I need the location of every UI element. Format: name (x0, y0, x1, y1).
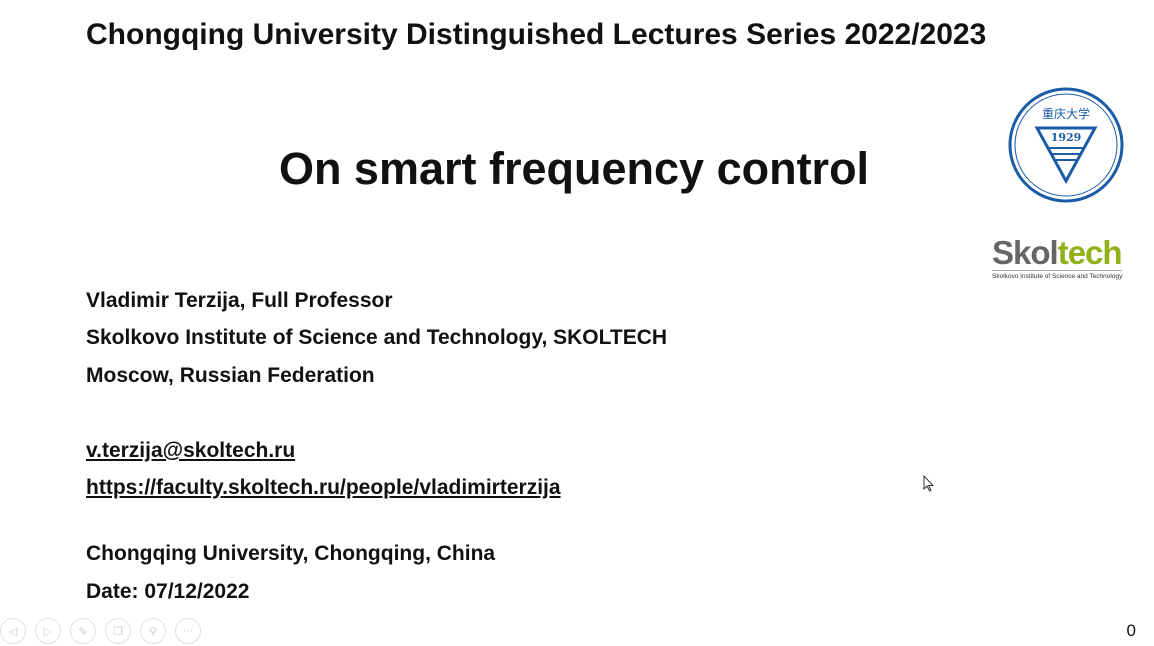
chongqing-university-logo: 1929 重庆大学 (1008, 87, 1124, 203)
author-location: Moscow, Russian Federation (86, 364, 375, 387)
svg-text:重庆大学: 重庆大学 (1042, 106, 1090, 121)
email-link[interactable]: v.terzija@skoltech.ru (86, 439, 296, 462)
skoltech-subtitle: Skolkovo Institute of Science and Techno… (992, 270, 1123, 280)
slide-number: 0 (1126, 621, 1136, 640)
skoltech-logo: Skoltech Skolkovo Institute of Science a… (992, 234, 1123, 280)
slide-title: On smart frequency control (278, 143, 870, 194)
skoltech-logo-a: Skol (992, 234, 1059, 271)
next-slide-button[interactable]: ▷ (35, 618, 61, 644)
see-all-slides-button[interactable]: ❐ (105, 618, 131, 644)
faculty-url-link[interactable]: https://faculty.skoltech.ru/people/vladi… (86, 476, 561, 499)
series-title: Chongqing University Distinguished Lectu… (86, 18, 987, 51)
date: Date: 07/12/2022 (86, 580, 250, 603)
mouse-cursor-icon (923, 475, 935, 492)
previous-slide-button[interactable]: ◁ (0, 618, 26, 644)
svg-text:1929: 1929 (1051, 131, 1082, 144)
slideshow-controls: ◁ ▷ ✎ ❐ ⚲ ··· (0, 618, 201, 644)
venue: Chongqing University, Chongqing, China (86, 542, 496, 565)
more-options-button[interactable]: ··· (175, 618, 201, 644)
author-name: Vladimir Terzija, Full Professor (86, 289, 393, 312)
zoom-button[interactable]: ⚲ (140, 618, 166, 644)
pen-tool-button[interactable]: ✎ (70, 618, 96, 644)
skoltech-logo-b: tech (1057, 234, 1123, 271)
author-affiliation: Skolkovo Institute of Science and Techno… (86, 326, 668, 349)
